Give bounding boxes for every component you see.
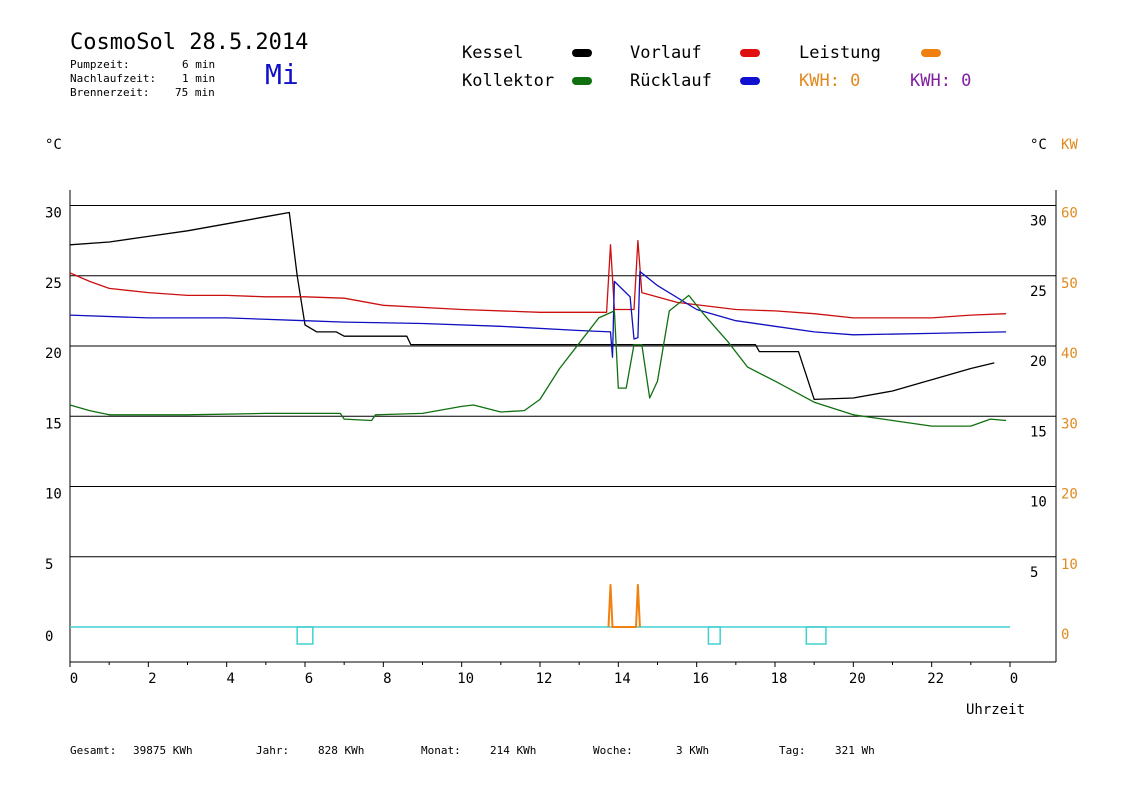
nachlaufzeit-label: Nachlaufzeit: — [70, 72, 157, 85]
y-right-kw-tick-30: 30 — [1061, 416, 1078, 432]
series-kollektor-line — [69, 294, 1007, 427]
legend-leistung-swatch — [921, 49, 941, 57]
y-right-c-tick-5: 5 — [1030, 565, 1038, 581]
x-tick-label-1: 2 — [148, 671, 156, 687]
y-right-c-tick-25: 25 — [1030, 284, 1047, 300]
y-right-c-tick-20: 20 — [1030, 354, 1047, 370]
y-left-tick-0: 0 — [45, 629, 53, 645]
gesamt-value: 39875 KWh — [133, 744, 193, 757]
legend-kessel-label: Kessel — [462, 43, 524, 63]
y-right-c-tick-10: 10 — [1030, 495, 1047, 511]
x-tick-label-8: 16 — [692, 671, 709, 687]
legend-kollektor-swatch — [572, 77, 592, 85]
tag-value: 321 Wh — [835, 744, 875, 757]
y-left-tick-25: 25 — [45, 276, 62, 292]
right-axis-unit-celsius: °C — [1030, 137, 1047, 153]
chart-title: CosmoSol 28.5.2014 — [70, 30, 309, 55]
pumpzeit-value: 6 min — [182, 58, 216, 71]
legend-kwh-purple: KWH: 0 — [910, 71, 972, 91]
legend-ruecklauf-label: Rücklauf — [630, 71, 712, 91]
nachlaufzeit-value: 1 min — [182, 72, 216, 85]
brennerzeit-label: Brennerzeit: — [70, 86, 150, 99]
y-left-tick-10: 10 — [45, 487, 62, 503]
weekday: Mi — [265, 58, 299, 91]
pumpzeit-label: Pumpzeit: — [70, 58, 130, 71]
tag-label: Tag: — [779, 744, 806, 757]
y-right-kw-tick-0: 0 — [1061, 627, 1069, 643]
x-tick-label-2: 4 — [226, 671, 234, 687]
x-tick-label-7: 14 — [614, 671, 631, 687]
y-right-kw-tick-20: 20 — [1061, 487, 1078, 503]
monat-value: 214 KWh — [490, 744, 537, 757]
y-right-c-tick-30: 30 — [1030, 214, 1047, 230]
legend-kollektor-label: Kollektor — [462, 71, 555, 91]
x-tick-label-0: 0 — [70, 671, 78, 687]
series-kessel-line — [69, 211, 995, 401]
jahr-value: 828 KWh — [318, 744, 365, 757]
jahr-label: Jahr: — [256, 744, 290, 757]
y-right-kw-tick-10: 10 — [1061, 557, 1078, 573]
y-left-tick-30: 30 — [45, 206, 62, 222]
y-right-c-tick-15: 15 — [1030, 424, 1047, 440]
x-tick-label-9: 18 — [771, 671, 788, 687]
series-ruecklauf-line — [69, 270, 1007, 358]
series-vorlauf-line — [69, 239, 1007, 319]
pump-on-box-0 — [296, 626, 314, 645]
woche-label: Woche: — [593, 744, 633, 757]
pump-on-box-1 — [707, 626, 721, 645]
x-tick-label-11: 22 — [927, 671, 944, 687]
x-tick-label-4: 8 — [383, 671, 391, 687]
y-right-kw-tick-50: 50 — [1061, 276, 1078, 292]
legend-vorlauf-swatch — [740, 49, 760, 57]
woche-value: 3 KWh — [676, 744, 710, 757]
left-axis-unit: °C — [45, 137, 62, 153]
y-right-kw-tick-40: 40 — [1061, 346, 1078, 362]
x-tick-label-6: 12 — [536, 671, 553, 687]
series-leistung-line — [607, 583, 641, 628]
gesamt-label: Gesamt: — [70, 744, 117, 757]
pump-on-box-2 — [805, 626, 827, 645]
y-left-tick-15: 15 — [45, 416, 62, 432]
x-tick-label-12: 0 — [1010, 671, 1018, 687]
monat-label: Monat: — [421, 744, 461, 757]
right-axis-unit-kw: KW — [1061, 137, 1078, 153]
y-left-tick-5: 5 — [45, 557, 53, 573]
y-right-kw-tick-60: 60 — [1061, 206, 1078, 222]
legend-kwh-orange: KWH: 0 — [799, 71, 861, 91]
brennerzeit-value: 75 min — [175, 86, 215, 99]
legend-vorlauf-label: Vorlauf — [630, 43, 702, 63]
legend-kessel-swatch — [572, 49, 592, 57]
y-left-tick-20: 20 — [45, 346, 62, 362]
legend-leistung-label: Leistung — [799, 43, 881, 63]
x-tick-label-3: 6 — [305, 671, 313, 687]
legend-ruecklauf-swatch — [740, 77, 760, 85]
x-tick-label-10: 20 — [849, 671, 866, 687]
x-tick-label-5: 10 — [457, 671, 474, 687]
x-axis-label: Uhrzeit — [966, 702, 1026, 718]
